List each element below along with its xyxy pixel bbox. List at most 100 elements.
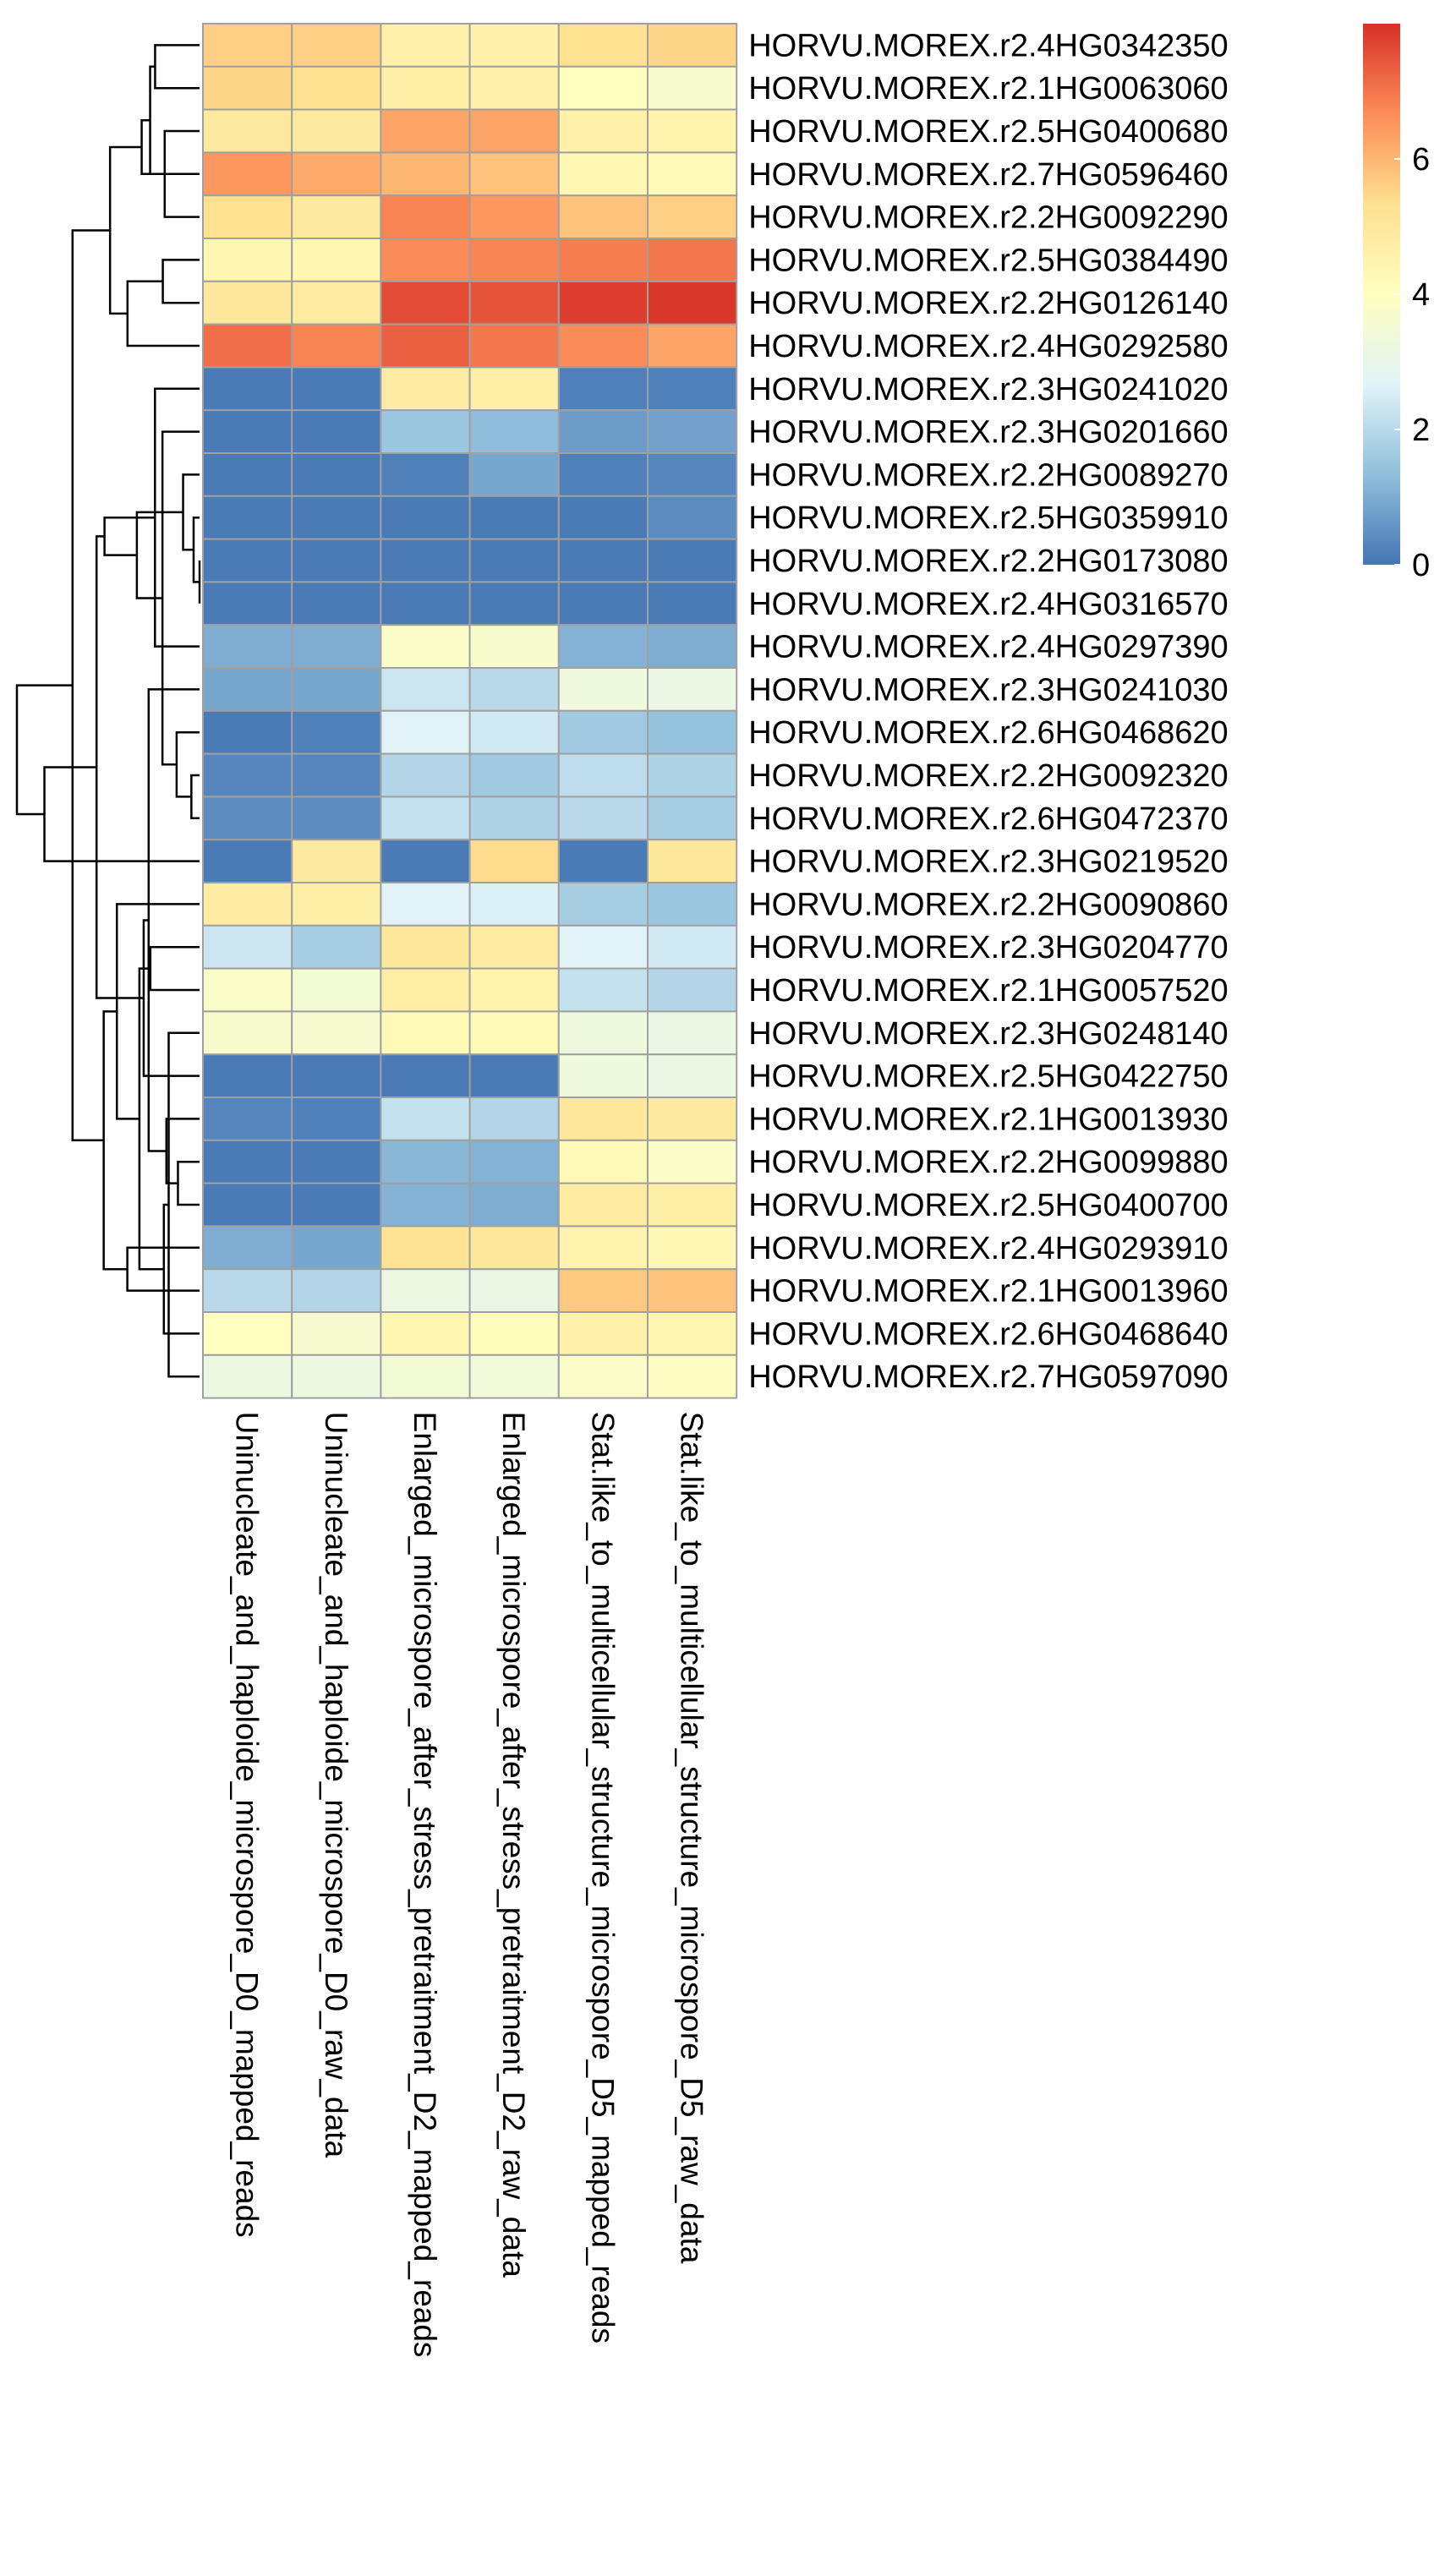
dendrogram-branch bbox=[161, 430, 200, 766]
column-label: Uninucleate_and_haploide_microspore_D0_m… bbox=[230, 1412, 265, 2238]
heatmap-cell bbox=[468, 1225, 560, 1271]
heatmap-cell bbox=[468, 1010, 560, 1056]
heatmap-cell bbox=[557, 409, 649, 455]
heatmap-cell bbox=[557, 1354, 649, 1399]
heatmap-cell bbox=[557, 924, 649, 970]
heatmap-cell bbox=[202, 366, 293, 412]
heatmap-cell bbox=[468, 495, 560, 540]
heatmap-cell bbox=[647, 624, 738, 670]
heatmap-cell bbox=[557, 581, 649, 626]
heatmap-cell bbox=[380, 709, 471, 755]
row-label: HORVU.MOREX.r2.2HG0099880 bbox=[748, 1145, 1228, 1180]
heatmap-cell bbox=[380, 839, 471, 884]
heatmap-cell bbox=[557, 752, 649, 798]
heatmap-cell bbox=[557, 366, 649, 412]
heatmap-cell bbox=[202, 1010, 293, 1056]
heatmap-cell bbox=[557, 1225, 649, 1271]
heatmap-cell bbox=[380, 1182, 471, 1228]
heatmap-cell bbox=[468, 1053, 560, 1098]
heatmap-cell bbox=[647, 752, 738, 798]
heatmap-cell bbox=[380, 1010, 471, 1056]
heatmap-cell bbox=[202, 452, 293, 497]
heatmap-cell bbox=[291, 1010, 382, 1056]
dendrogram-branch bbox=[135, 511, 183, 599]
heatmap-cell bbox=[468, 882, 560, 927]
heatmap-cell bbox=[291, 1354, 382, 1399]
row-label: HORVU.MOREX.r2.4HG0293910 bbox=[748, 1231, 1228, 1266]
dendrogram-branch bbox=[165, 1118, 200, 1184]
heatmap-cell bbox=[291, 23, 382, 68]
heatmap-cell bbox=[291, 194, 382, 239]
heatmap-cell bbox=[380, 65, 471, 111]
heatmap-cell bbox=[647, 1097, 738, 1141]
heatmap-cell bbox=[202, 796, 293, 841]
row-label: HORVU.MOREX.r2.6HG0468640 bbox=[748, 1316, 1228, 1352]
heatmap-cell bbox=[468, 581, 560, 626]
heatmap-cell bbox=[202, 495, 293, 540]
heatmap-cell bbox=[380, 495, 471, 540]
heatmap-cell bbox=[647, 1139, 738, 1184]
heatmap-cell bbox=[647, 409, 738, 455]
heatmap-cell bbox=[647, 709, 738, 755]
heatmap-cell bbox=[557, 194, 649, 239]
heatmap-cell bbox=[647, 667, 738, 712]
column-label: Enlarged_microspore_after_stress_pretrai… bbox=[408, 1412, 442, 2358]
column-label: Uninucleate_and_haploide_microspore_D0_r… bbox=[319, 1412, 353, 2158]
heatmap-cell bbox=[647, 924, 738, 970]
heatmap-cell bbox=[557, 238, 649, 282]
row-label: HORVU.MOREX.r2.5HG0400680 bbox=[748, 114, 1228, 150]
heatmap-cell bbox=[380, 1097, 471, 1141]
heatmap-cell bbox=[291, 1139, 382, 1184]
row-label: HORVU.MOREX.r2.2HG0092320 bbox=[748, 758, 1228, 794]
dendrogram-branch bbox=[149, 945, 200, 992]
heatmap-cell bbox=[291, 452, 382, 497]
heatmap-cell bbox=[557, 796, 649, 841]
heatmap-cell bbox=[291, 709, 382, 755]
heatmap-cell bbox=[647, 1268, 738, 1313]
heatmap-cell bbox=[647, 581, 738, 626]
dendrogram-branch bbox=[126, 280, 200, 347]
heatmap-cell bbox=[202, 1053, 293, 1098]
dendrogram-branch bbox=[161, 259, 200, 304]
heatmap-cell bbox=[647, 452, 738, 497]
heatmap-cell bbox=[291, 280, 382, 325]
heatmap-cell bbox=[557, 323, 649, 369]
heatmap-cell bbox=[202, 151, 293, 197]
heatmap-cell bbox=[380, 752, 471, 798]
dendrogram-branch bbox=[147, 688, 200, 1152]
heatmap-cell bbox=[291, 581, 382, 626]
dendrogram-branch bbox=[162, 1203, 200, 1335]
heatmap-cell bbox=[202, 1225, 293, 1271]
colorbar-tick-label: 6 bbox=[1412, 142, 1430, 178]
heatmap-cell bbox=[557, 495, 649, 540]
heatmap-cell bbox=[557, 1139, 649, 1184]
heatmap-cell bbox=[647, 323, 738, 369]
heatmap-cell bbox=[291, 238, 382, 282]
heatmap-cell bbox=[468, 796, 560, 841]
column-label: Enlarged_microspore_after_stress_pretrai… bbox=[496, 1412, 531, 2278]
heatmap-cell bbox=[202, 1139, 293, 1184]
dendrogram-branch bbox=[140, 119, 165, 176]
heatmap-cell bbox=[202, 709, 293, 755]
row-label: HORVU.MOREX.r2.2HG0090860 bbox=[748, 887, 1228, 922]
heatmap-cell bbox=[380, 108, 471, 154]
heatmap-cell bbox=[557, 65, 649, 111]
heatmap-cell bbox=[291, 1268, 382, 1313]
heatmap-cell bbox=[291, 667, 382, 712]
heatmap-cell bbox=[202, 624, 293, 670]
colorbar-tick-label: 2 bbox=[1412, 413, 1430, 448]
row-label: HORVU.MOREX.r2.1HG0013960 bbox=[748, 1274, 1228, 1310]
heatmap-cell bbox=[647, 839, 738, 884]
heatmap-cell bbox=[202, 1268, 293, 1313]
heatmap-cell bbox=[202, 581, 293, 626]
heatmap-cell bbox=[380, 194, 471, 239]
heatmap-cell bbox=[291, 752, 382, 798]
heatmap-cell bbox=[202, 967, 293, 1013]
colorbar-gradient bbox=[1363, 24, 1400, 565]
heatmap-cell bbox=[202, 108, 293, 154]
dendrogram-branch bbox=[190, 774, 200, 820]
heatmap-cell bbox=[202, 839, 293, 884]
heatmap-cell bbox=[468, 1311, 560, 1356]
row-label: HORVU.MOREX.r2.2HG0173080 bbox=[748, 544, 1228, 579]
heatmap-cell bbox=[291, 538, 382, 583]
